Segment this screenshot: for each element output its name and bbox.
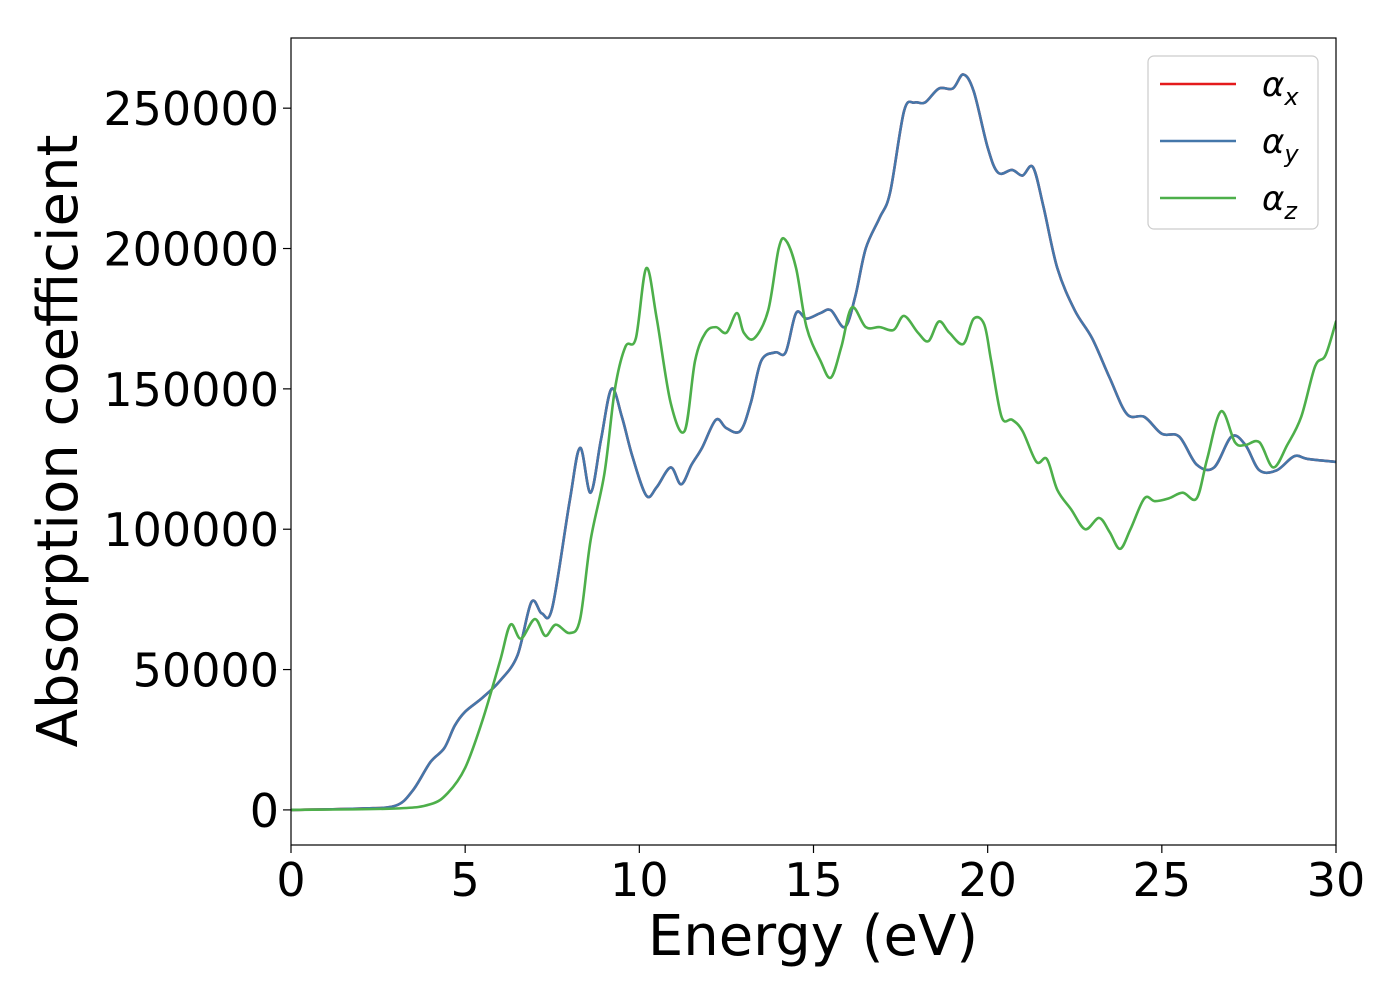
legend-box [1147, 55, 1319, 230]
y-tick-label: 50000 [133, 644, 279, 698]
legend-label-z: αz [1262, 179, 1298, 225]
y-tick-label: 0 [250, 784, 279, 838]
series-layer [291, 73, 1336, 812]
x-axis-ticks: 0 5 10 15 20 25 30 [276, 845, 1365, 907]
y-axis-label: Absorption coefficient [26, 135, 91, 748]
y-tick-label: 250000 [103, 82, 279, 136]
legend-subscript: y [1283, 140, 1299, 168]
x-tick-label: 15 [784, 853, 843, 907]
y-tick-label: 200000 [103, 223, 279, 277]
y-tick-label: 150000 [103, 363, 279, 417]
y-axis-ticks: 0 50000 100000 150000 200000 250000 [103, 82, 291, 838]
legend-label-x: αx [1262, 65, 1299, 111]
x-tick-label: 10 [610, 853, 669, 907]
legend-symbol: α [1262, 65, 1284, 105]
x-tick-label: 5 [451, 853, 480, 907]
x-axis-label: Energy (eV) [648, 904, 978, 969]
x-tick-label: 0 [276, 853, 305, 907]
legend-symbol: α [1262, 122, 1284, 162]
x-tick-label: 20 [958, 853, 1017, 907]
x-tick-label: 30 [1307, 853, 1366, 907]
x-tick-label: 25 [1133, 853, 1192, 907]
series-line-y [291, 73, 1336, 812]
legend-symbol: α [1262, 179, 1284, 219]
legend-subscript: x [1283, 83, 1299, 111]
legend-subscript: z [1283, 197, 1298, 225]
series-line-z [291, 236, 1336, 812]
y-tick-label: 100000 [103, 503, 279, 557]
legend-label-y: αy [1262, 122, 1299, 168]
